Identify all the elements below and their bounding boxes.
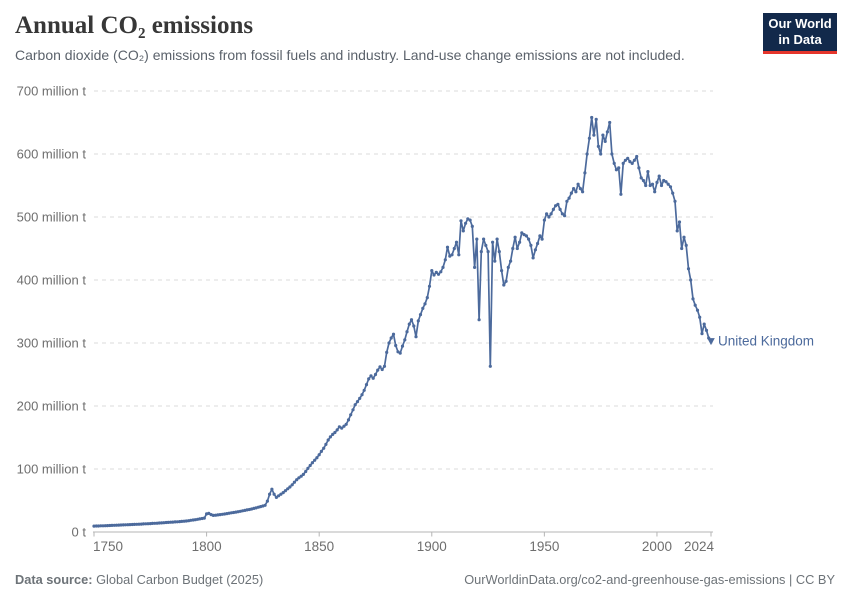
- data-source: Data source: Global Carbon Budget (2025): [15, 572, 263, 587]
- x-tick-label: 2024: [684, 539, 715, 554]
- series-label-united-kingdom[interactable]: United Kingdom: [718, 334, 814, 349]
- emissions-line[interactable]: [93, 116, 712, 527]
- owid-logo-line2: in Data: [778, 32, 822, 47]
- owid-logo[interactable]: Our World in Data: [763, 13, 837, 54]
- y-tick-label: 300 million t: [17, 336, 87, 351]
- y-tick-label: 100 million t: [17, 462, 87, 477]
- data-source-label: Data source:: [15, 572, 93, 587]
- chart-header: Annual CO₂ emissions Carbon dioxide (CO₂…: [15, 12, 740, 64]
- x-tick-label: 1900: [417, 539, 447, 554]
- chart-footer: Data source: Global Carbon Budget (2025)…: [15, 572, 835, 587]
- y-tick-label: 600 million t: [17, 147, 87, 162]
- y-tick-label: 400 million t: [17, 273, 87, 288]
- y-tick-label: 500 million t: [17, 210, 87, 225]
- y-tick-label: 200 million t: [17, 399, 87, 414]
- x-tick-label: 2000: [642, 539, 672, 554]
- x-tick-label: 1750: [93, 539, 123, 554]
- x-tick-label: 1800: [192, 539, 222, 554]
- chart-title: Annual CO₂ emissions: [15, 12, 254, 39]
- y-tick-label: 0 t: [72, 525, 87, 540]
- chart-subtitle: Carbon dioxide (CO₂) emissions from foss…: [15, 46, 685, 63]
- x-tick-label: 1950: [529, 539, 559, 554]
- x-tick-label: 1850: [304, 539, 334, 554]
- owid-logo-line1: Our World: [768, 16, 832, 31]
- line-end-arrow-icon: [707, 338, 715, 346]
- y-tick-label: 700 million t: [17, 84, 87, 99]
- data-points: [92, 115, 713, 528]
- footer-citation-link[interactable]: OurWorldinData.org/co2-and-greenhouse-ga…: [464, 572, 835, 587]
- data-source-value: Global Carbon Budget (2025): [92, 572, 264, 587]
